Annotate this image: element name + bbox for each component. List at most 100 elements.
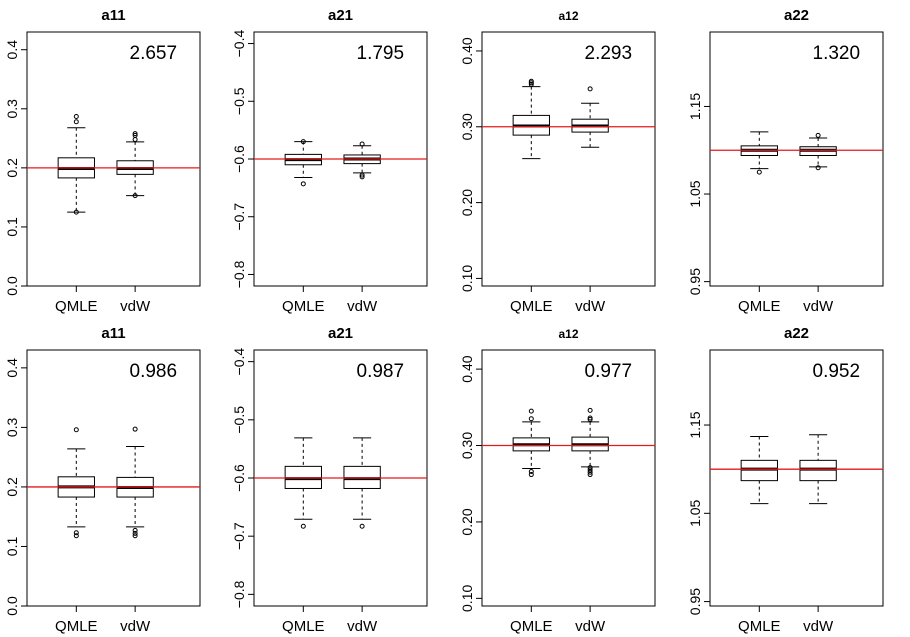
outlier-point — [756, 169, 762, 175]
panel-title: a21 — [328, 325, 353, 342]
outlier-point — [587, 467, 593, 473]
panel-a22-top: a22 0.95 1.05 1.15 QMLE vdW 1.320 — [687, 7, 884, 315]
outlier-point — [815, 165, 821, 171]
outlier-point — [359, 172, 365, 178]
panel-annotation-value: 1.795 — [357, 43, 405, 64]
y-tick-label: 0.3 — [4, 99, 20, 119]
y-tick-label: 0.95 — [687, 268, 703, 295]
panel-annotation-value: 0.977 — [585, 361, 633, 382]
panel-a21-top: a21 −0.8 −0.7 −0.6 −0.5 −0.4 QMLE vdW 1.795 — [231, 7, 428, 315]
x-category-label: QMLE — [282, 618, 325, 635]
outlier-point — [73, 209, 79, 215]
y-tick-label: −0.5 — [231, 87, 247, 115]
box-vdW — [571, 86, 609, 148]
y-tick-label: 0.95 — [687, 588, 703, 615]
plot-frame — [481, 31, 656, 287]
outlier-point — [528, 78, 534, 84]
y-tick-label: −0.4 — [231, 348, 247, 376]
outlier-point — [132, 137, 138, 143]
panel-annotation-value: 2.657 — [130, 43, 178, 64]
box-QMLE — [57, 113, 95, 215]
outlier-point — [132, 426, 138, 432]
outlier-point — [73, 530, 79, 536]
panel-a12-bottom: a12 0.10 0.20 0.30 0.40 QMLE vdW 0.977 — [459, 327, 656, 635]
x-category-label: QMLE — [55, 298, 98, 315]
plot-frame — [709, 31, 884, 287]
outlier-point — [132, 193, 138, 199]
box-vdW — [571, 407, 609, 478]
y-tick-label: −0.8 — [231, 580, 247, 608]
outlier-point — [815, 132, 821, 138]
box-vdW — [116, 131, 154, 199]
panel-a11-top: a11 0.0 0.1 0.2 0.3 0.4 QMLE vdW 2.657 — [4, 7, 201, 315]
y-tick-label: 0.0 — [4, 276, 20, 296]
y-tick-label: −0.7 — [231, 203, 247, 231]
x-category-label: vdW — [120, 298, 151, 315]
y-tick-label: 0.4 — [4, 40, 20, 60]
y-tick-label: 0.1 — [4, 537, 20, 557]
y-tick-label: 1.15 — [687, 411, 703, 438]
outlier-point — [587, 417, 593, 423]
y-tick-label: −0.6 — [231, 464, 247, 492]
box-QMLE — [57, 427, 95, 539]
plot-frame — [26, 31, 201, 287]
x-category-label: vdW — [575, 298, 606, 315]
box-vdW — [799, 132, 837, 171]
x-category-label: vdW — [575, 618, 606, 635]
y-tick-label: 0.4 — [4, 358, 20, 378]
outlier-point — [73, 427, 79, 433]
y-tick-label: 0.10 — [459, 265, 475, 292]
outlier-point — [359, 523, 365, 529]
y-tick-label: 0.40 — [459, 37, 475, 64]
box-vdW — [116, 426, 154, 539]
outlier-point — [587, 465, 593, 471]
panel-title: a12 — [558, 327, 578, 341]
box-vdW — [343, 141, 381, 180]
x-category-label: QMLE — [282, 298, 325, 315]
outlier-point — [359, 141, 365, 147]
outlier-point — [587, 407, 593, 413]
outlier-point — [73, 119, 79, 125]
y-tick-label: 0.2 — [4, 158, 20, 178]
y-tick-label: −0.6 — [231, 145, 247, 173]
outlier-point — [132, 530, 138, 536]
x-category-label: QMLE — [510, 618, 553, 635]
x-category-label: QMLE — [738, 298, 781, 315]
y-tick-label: −0.4 — [231, 30, 247, 58]
outlier-point — [132, 527, 138, 533]
panel-annotation-value: 2.293 — [585, 43, 633, 64]
panel-annotation-value: 1.320 — [813, 43, 861, 64]
box-vdW — [343, 437, 381, 529]
outlier-point — [528, 416, 534, 422]
y-tick-label: −0.5 — [231, 406, 247, 434]
outlier-point — [73, 533, 79, 539]
panel-annotation-value: 0.987 — [357, 361, 405, 382]
y-tick-label: 1.05 — [687, 180, 703, 207]
y-tick-label: 1.15 — [687, 93, 703, 120]
box-QMLE — [512, 78, 550, 160]
outlier-point — [132, 132, 138, 138]
y-tick-label: −0.7 — [231, 522, 247, 550]
outlier-point — [73, 113, 79, 119]
panel-title: a12 — [558, 9, 578, 23]
panel-a12-top: a12 0.10 0.20 0.30 0.40 QMLE vdW 2.293 — [459, 9, 656, 315]
y-tick-label: −0.8 — [231, 260, 247, 288]
outlier-point — [528, 472, 534, 478]
x-category-label: vdW — [347, 298, 378, 315]
x-category-label: QMLE — [55, 618, 98, 635]
outlier-point — [587, 469, 593, 475]
y-tick-label: 1.05 — [687, 499, 703, 526]
panel-title: a22 — [784, 7, 809, 24]
x-category-label: vdW — [120, 618, 151, 635]
outlier-point — [528, 469, 534, 475]
outlier-point — [132, 533, 138, 539]
panel-a22-bottom: a22 0.95 1.05 1.15 QMLE vdW 0.952 — [687, 325, 884, 635]
plot-frame — [481, 349, 656, 607]
x-category-label: vdW — [803, 618, 834, 635]
panel-a11-bottom: a11 0.0 0.1 0.2 0.3 0.4 QMLE vdW 0.986 — [4, 325, 201, 635]
x-category-label: QMLE — [510, 298, 553, 315]
y-tick-label: 0.3 — [4, 417, 20, 437]
outlier-point — [132, 131, 138, 137]
outlier-point — [587, 472, 593, 478]
